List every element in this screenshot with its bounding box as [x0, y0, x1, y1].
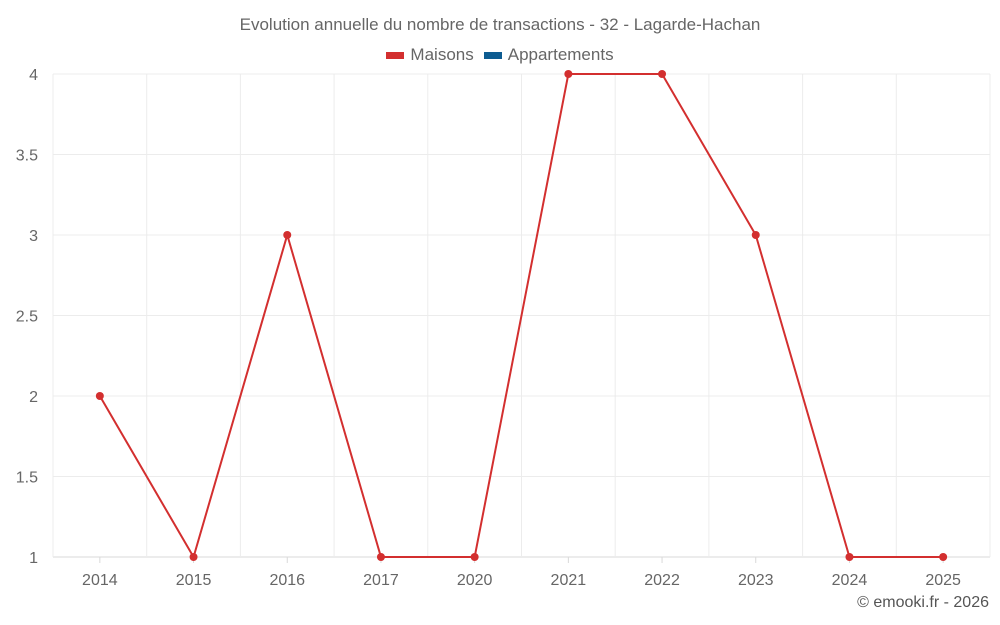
legend-label-maisons: Maisons: [410, 45, 474, 64]
data-point[interactable]: [845, 553, 854, 561]
legend-swatch-appartements: [483, 51, 502, 59]
x-tick-label: 2025: [925, 572, 961, 589]
series-line-0: [98, 73, 944, 560]
legend: Maisons Appartements: [0, 45, 1000, 65]
data-point[interactable]: [189, 553, 198, 561]
y-tick-label: 3.5: [16, 148, 38, 165]
series-lines: [98, 73, 944, 560]
chart-title: Evolution annuelle du nombre de transact…: [239, 15, 761, 34]
x-tick-label: 2024: [832, 572, 868, 589]
y-tick-label: 4: [29, 67, 38, 84]
y-tick-label: 2: [29, 389, 38, 406]
legend-item-maisons[interactable]: Maisons: [386, 45, 474, 65]
x-tick-label: 2014: [82, 572, 118, 589]
y-tick-label: 2.5: [16, 309, 38, 326]
legend-swatch-maisons: [386, 51, 405, 59]
data-point[interactable]: [95, 392, 104, 400]
y-tick-label: 1.5: [16, 470, 38, 487]
series-points: [95, 70, 948, 561]
x-tick-label: 2023: [738, 572, 774, 589]
x-tick-label: 2016: [269, 572, 305, 589]
data-point[interactable]: [939, 553, 948, 561]
x-tick-label: 2015: [176, 572, 212, 589]
x-tick-label: 2017: [363, 572, 399, 589]
data-point[interactable]: [470, 553, 479, 561]
y-tick-label: 3: [29, 228, 38, 245]
legend-item-appartements[interactable]: Appartements: [483, 45, 614, 65]
data-point[interactable]: [564, 70, 573, 78]
grid-lines: [52, 73, 991, 558]
x-tick-label: 2021: [551, 572, 587, 589]
x-tick-label: 2020: [457, 572, 493, 589]
credit-text: © emooki.fr - 2026: [857, 594, 989, 611]
data-point[interactable]: [658, 70, 667, 78]
x-axis-ticks: 2014 2015 2016 2017 2020 2021 2022 2023 2024 2025: [82, 557, 961, 589]
data-point[interactable]: [283, 231, 292, 239]
y-axis-ticks: 1 1.5 2 2.5 3 3.5 4: [16, 67, 38, 567]
x-tick-label: 2022: [644, 572, 680, 589]
data-point[interactable]: [751, 231, 760, 239]
y-tick-label: 1: [29, 550, 38, 567]
data-point[interactable]: [376, 553, 385, 561]
legend-label-appartements: Appartements: [507, 45, 614, 64]
